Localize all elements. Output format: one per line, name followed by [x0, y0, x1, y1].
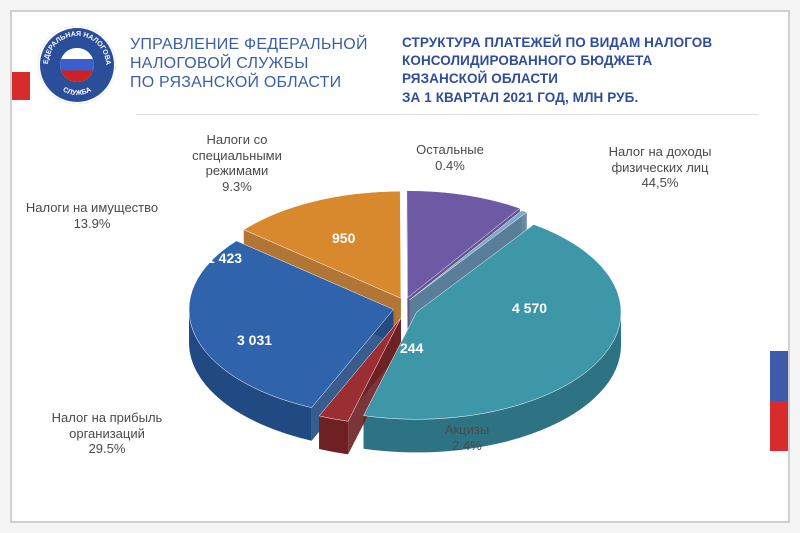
title-line: ЗА 1 КВАРТАЛ 2021 ГОД, МЛН РУБ.: [402, 89, 758, 107]
title-line: РЯЗАНСКОЙ ОБЛАСТИ: [402, 70, 758, 88]
slice-label: Налог на прибыль организаций29.5%: [27, 410, 187, 457]
svg-text:СЛУЖБА: СЛУЖБА: [62, 86, 93, 97]
card-frame: ФЕДЕРАЛЬНАЯ НАЛОГОВАЯ СЛУЖБА УПРАВЛЕНИЕ …: [10, 10, 790, 523]
pie-chart: Налог на доходы физических лиц44,5% 4 570…: [12, 112, 788, 521]
slice-value: 1 423: [207, 250, 242, 266]
slice-value: 4 570: [512, 300, 547, 316]
slice-label: Налоги на имущество13.9%: [7, 200, 177, 231]
slice-value: 3 031: [237, 332, 272, 348]
org-line: НАЛОГОВОЙ СЛУЖБЫ: [130, 55, 368, 74]
org-line: ПО РЯЗАНСКОЙ ОБЛАСТИ: [130, 74, 368, 93]
slice-value: 950: [332, 230, 355, 246]
slice-label: Акцизы2.4%: [427, 422, 507, 453]
org-line: УПРАВЛЕНИЕ ФЕДЕРАЛЬНОЙ: [130, 36, 368, 55]
chart-title: СТРУКТУРА ПЛАТЕЖЕЙ ПО ВИДАМ НАЛОГОВ КОНС…: [402, 34, 758, 107]
svg-text:ФЕДЕРАЛЬНАЯ НАЛОГОВАЯ: ФЕДЕРАЛЬНАЯ НАЛОГОВАЯ: [38, 26, 111, 65]
org-name: УПРАВЛЕНИЕ ФЕДЕРАЛЬНОЙ НАЛОГОВОЙ СЛУЖБЫ …: [130, 36, 368, 93]
fns-emblem-icon: ФЕДЕРАЛЬНАЯ НАЛОГОВАЯ СЛУЖБА: [38, 26, 116, 104]
slice-value: 244: [400, 340, 423, 356]
title-line: КОНСОЛИДИРОВАННОГО БЮДЖЕТА: [402, 52, 758, 70]
slice-label: Налоги со специальными режимами9.3%: [162, 132, 312, 194]
slice-label: Остальные0.4%: [405, 142, 495, 173]
slice-label: Налог на доходы физических лиц44,5%: [590, 144, 730, 191]
title-line: СТРУКТУРА ПЛАТЕЖЕЙ ПО ВИДАМ НАЛОГОВ: [402, 34, 758, 52]
